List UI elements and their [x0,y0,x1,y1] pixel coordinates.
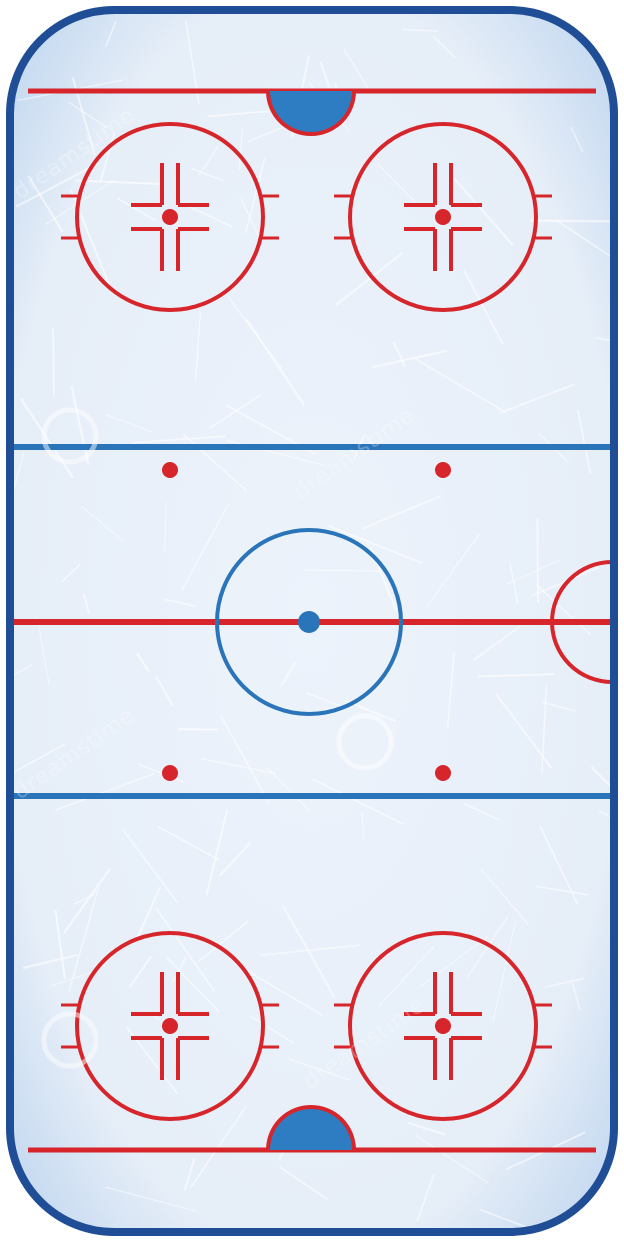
goal-crease-bottom [266,1105,356,1151]
watermark-logo [41,1011,99,1069]
faceoff-dot [435,209,451,225]
goal-crease-top [266,90,356,136]
faceoff-circle-bottom-left [61,931,279,1121]
neutral-faceoff-dots [162,462,451,781]
referee-crease [550,560,613,684]
faceoff-dot [162,1018,178,1034]
center-ice-circle [215,528,403,716]
faceoff-dot [162,209,178,225]
faceoff-dot [435,1018,451,1034]
center-ice-dot [298,611,320,633]
faceoff-circle-top-right [334,122,552,312]
rink-boards [6,6,618,1236]
faceoff-circle-bottom-right [334,931,552,1121]
watermark-logo [336,713,394,771]
faceoff-circle-top-left [61,122,279,312]
neutral-dot-bottom-left [162,765,178,781]
neutral-dot-top-left [162,462,178,478]
neutral-dot-top-right [435,462,451,478]
watermark-logo [41,407,99,465]
neutral-dot-bottom-right [435,765,451,781]
